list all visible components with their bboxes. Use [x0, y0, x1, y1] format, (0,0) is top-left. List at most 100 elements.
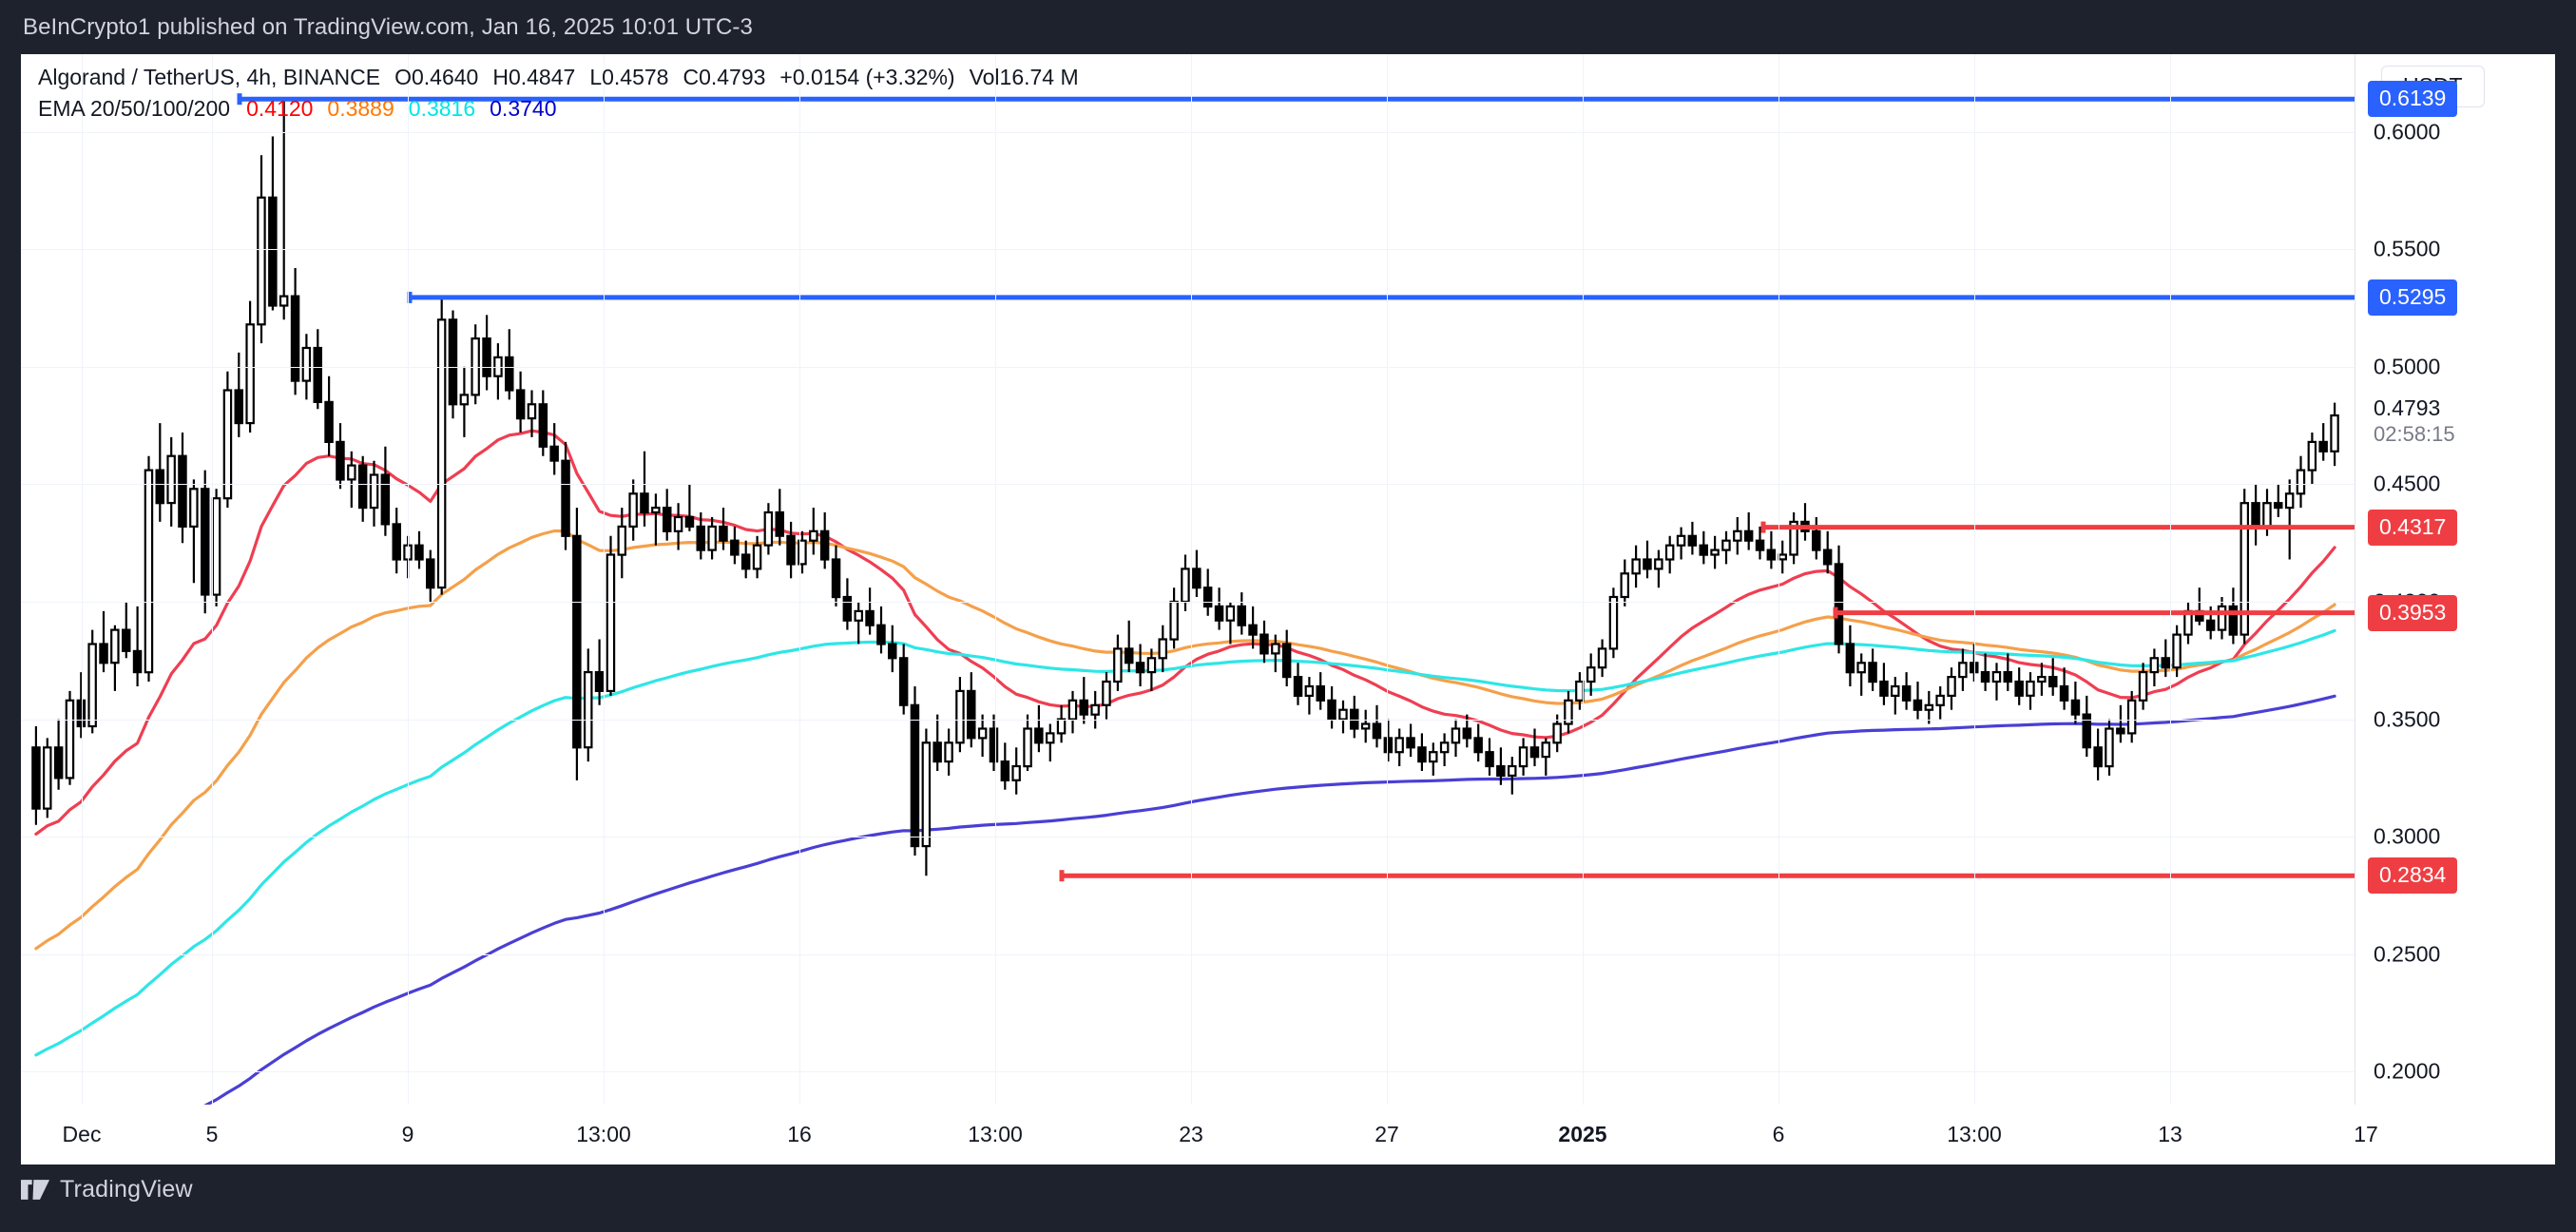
candle-body [1890, 684, 1900, 697]
candle-body [1169, 600, 1179, 641]
candle-body [1090, 703, 1100, 716]
candle-body [1360, 722, 1371, 730]
candle-body [865, 609, 875, 626]
candle-body [222, 389, 233, 500]
candle-body [1023, 727, 1032, 768]
price-badge-0.6139[interactable]: 0.6139 [2368, 81, 2458, 118]
candle-body [1924, 703, 1934, 711]
candle-body [1293, 675, 1303, 697]
candle-body [1789, 520, 1798, 556]
candle-body [505, 356, 514, 392]
candle-body [1811, 529, 1821, 551]
candle-body [1192, 568, 1201, 589]
candle-body [2217, 605, 2227, 631]
candle-body [1451, 727, 1461, 744]
candle-body [798, 539, 807, 566]
candle-body [561, 459, 570, 537]
gridline-vertical [1387, 54, 1388, 1105]
gridline-vertical [82, 54, 83, 1105]
candle-body [1778, 553, 1787, 561]
candle-body [707, 525, 717, 551]
candle-body [538, 403, 548, 448]
gridline-horizontal [21, 953, 2355, 955]
time-tick-5: 5 [205, 1122, 219, 1146]
legend-l-value: L0.4578 [589, 65, 669, 89]
price-axis[interactable]: USDT 0.4793 02:58:15 0.60000.55000.50000… [2355, 54, 2555, 1105]
price-tick-0.3500: 0.3500 [2374, 706, 2441, 732]
chart-panel[interactable]: Algorand / TetherUS, 4h, BINANCE O0.4640 H… [21, 54, 2555, 1165]
candle-body [1766, 549, 1777, 561]
candle-body [1564, 699, 1573, 725]
candle-body [549, 445, 559, 462]
price-tick-0.6000: 0.6000 [2374, 119, 2441, 144]
candle-body [1462, 727, 1472, 740]
candle-body [245, 323, 255, 425]
candle-body [1687, 534, 1698, 547]
candle-body [527, 403, 537, 420]
candle-body [1394, 737, 1404, 754]
candle-body [854, 609, 863, 622]
candle-body [1304, 684, 1315, 697]
legend-symbol: Algorand / TetherUS, 4h, BINANCE [38, 65, 381, 89]
candle-body [2126, 699, 2137, 735]
candle-body [268, 196, 278, 307]
chart-canvas [31, 93, 2355, 1105]
time-tick-13:00: 13:00 [576, 1122, 631, 1146]
gridline-vertical [1974, 54, 1975, 1105]
price-badge-0.3953[interactable]: 0.3953 [2368, 594, 2458, 631]
candle-body [1327, 699, 1336, 721]
candle-body [436, 318, 447, 589]
time-tick-Dec: Dec [62, 1122, 102, 1146]
candle-body [1102, 680, 1111, 706]
candle-body [2161, 657, 2171, 669]
candle-body [1733, 529, 1742, 542]
price-tick-0.4500: 0.4500 [2374, 471, 2441, 496]
candle-body [1631, 558, 1641, 575]
gridline-vertical [799, 54, 800, 1105]
plot-area[interactable] [21, 54, 2355, 1105]
candle-body [1710, 549, 1720, 556]
candle-body [1000, 760, 1010, 781]
candle-body [1518, 746, 1528, 768]
candle-body [31, 746, 41, 810]
candle-body [775, 510, 784, 537]
price-badge-0.4317[interactable]: 0.4317 [2368, 509, 2458, 546]
candle-body [1079, 699, 1088, 716]
candle-body [144, 469, 154, 674]
candle-body [1202, 587, 1213, 608]
candle-body [1135, 662, 1145, 674]
time-tick-13:00: 13:00 [1947, 1122, 2002, 1146]
candle-body [1316, 684, 1325, 702]
ema-line-50 [34, 529, 2336, 951]
candle-body [313, 346, 323, 404]
candle-body [1507, 764, 1517, 777]
candle-body [459, 394, 470, 406]
candle-body [932, 741, 942, 763]
candle-body [482, 337, 491, 377]
candle-body [606, 553, 616, 692]
candle-body [740, 553, 751, 570]
candle-body [515, 389, 526, 420]
candle-body [155, 469, 165, 505]
price-tick-0.2000: 0.2000 [2374, 1058, 2441, 1084]
candle-body [2003, 670, 2013, 683]
price-badge-0.5295[interactable]: 0.5295 [2368, 279, 2458, 316]
candle-body [99, 643, 108, 664]
legend-ema-4-value: 0.3740 [490, 95, 557, 121]
price-badge-0.2834[interactable]: 0.2834 [2368, 857, 2458, 895]
gridline-horizontal [21, 366, 2355, 368]
candle-body [617, 525, 626, 556]
candle-body [1541, 741, 1550, 759]
candle-body [1958, 662, 1968, 679]
time-tick-13:00: 13:00 [968, 1122, 1023, 1146]
candle-body [53, 746, 64, 780]
time-tick-2025: 2025 [1558, 1122, 1607, 1146]
gridline-vertical [212, 54, 213, 1105]
time-axis[interactable]: Dec 5 9 13:00 16 13:00 23 27 2025 6 13:00 13 17 [21, 1105, 2555, 1165]
candle-body [1608, 595, 1619, 650]
candle-body [76, 699, 87, 728]
legend-volume: Vol16.74 M [969, 65, 1079, 89]
candle-body [1158, 638, 1167, 660]
candle-body [1970, 662, 1979, 674]
candle-body [594, 670, 605, 692]
